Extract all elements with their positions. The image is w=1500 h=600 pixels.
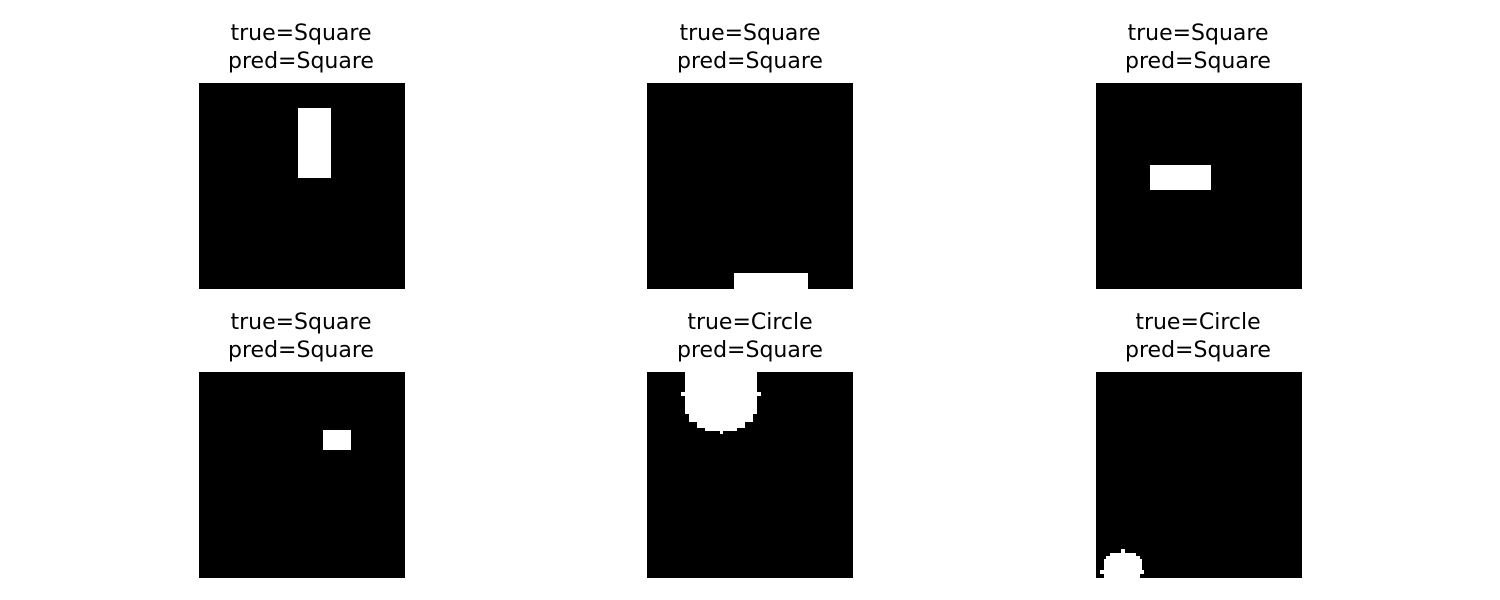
square-shape <box>323 430 351 450</box>
square-shape <box>298 108 331 178</box>
pred-label: pred=Square <box>228 338 374 363</box>
image-panel <box>647 372 853 578</box>
panel-title: true=Square pred=Square <box>151 20 451 76</box>
panel-title: true=Circle pred=Square <box>1048 309 1348 365</box>
image-panel <box>1096 372 1302 578</box>
true-label: true=Circle <box>1135 310 1261 335</box>
panel-title: true=Square pred=Square <box>600 20 900 76</box>
image-panel <box>199 372 405 578</box>
true-label: true=Square <box>230 310 372 335</box>
image-panel <box>1096 83 1302 289</box>
panel-title: true=Square pred=Square <box>151 309 451 365</box>
square-shape <box>1150 165 1211 190</box>
image-panel <box>199 83 405 289</box>
pred-label: pred=Square <box>228 49 374 74</box>
circle-shape <box>681 372 761 434</box>
panel-title: true=Circle pred=Square <box>600 309 900 365</box>
square-shape <box>734 273 808 289</box>
true-label: true=Square <box>1127 21 1269 46</box>
true-label: true=Circle <box>687 310 813 335</box>
image-panel <box>647 83 853 289</box>
panel-title: true=Square pred=Square <box>1048 20 1348 76</box>
true-label: true=Square <box>230 21 372 46</box>
pred-label: pred=Square <box>677 49 823 74</box>
pred-label: pred=Square <box>1125 338 1271 363</box>
pred-label: pred=Square <box>1125 49 1271 74</box>
true-label: true=Square <box>679 21 821 46</box>
pred-label: pred=Square <box>677 338 823 363</box>
circle-shape <box>1100 549 1144 578</box>
